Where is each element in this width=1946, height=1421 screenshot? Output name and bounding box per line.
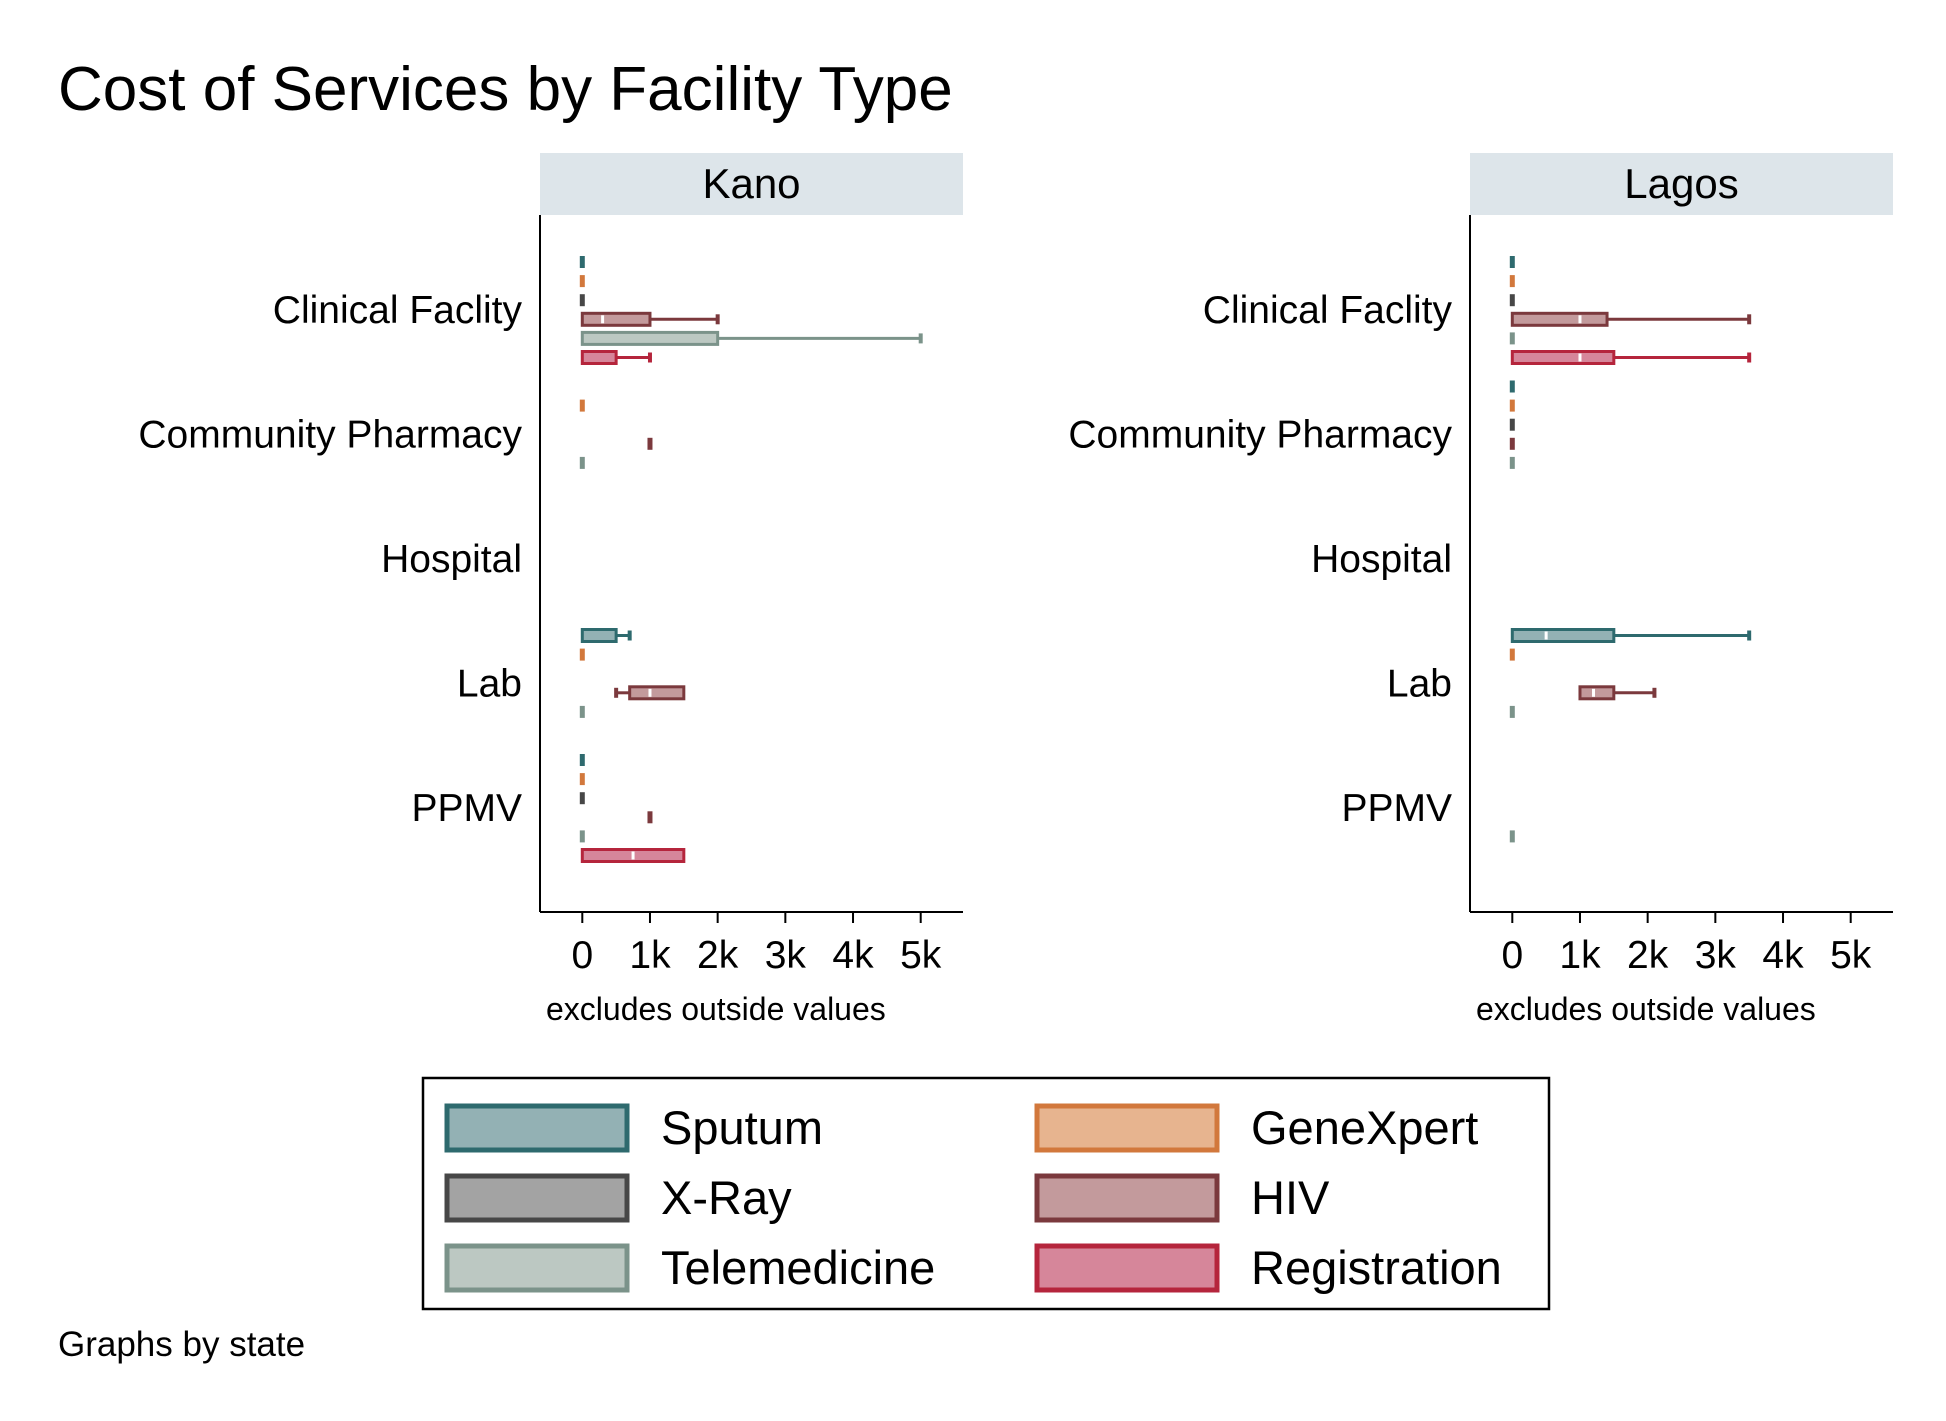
legend-label-registration: Registration — [1251, 1241, 1502, 1294]
category-label-hospital: Hospital — [1311, 538, 1452, 581]
x-tick-label: 0 — [571, 934, 593, 977]
box-registration-clinical-faclity — [1510, 350, 1752, 365]
x-tick-label: 4k — [832, 934, 874, 977]
category-label-ppmv: PPMV — [411, 787, 522, 830]
category-label-hospital: Hospital — [381, 538, 522, 581]
box-iqr — [1510, 350, 1616, 365]
x-tick-label: 1k — [629, 934, 671, 977]
legend-item-sputum: Sputum — [444, 1101, 823, 1154]
category-label-community-pharmacy: Community Pharmacy — [138, 413, 522, 456]
legend-item-genexpert: GeneXpert — [1034, 1101, 1478, 1154]
chart-note: Graphs by state — [58, 1325, 305, 1364]
x-tick-label: 1k — [1559, 934, 1601, 977]
box-iqr — [1578, 685, 1616, 701]
box-sputum-lab — [1510, 628, 1752, 643]
x-tick-label: 2k — [1627, 934, 1669, 977]
legend-swatch-sputum — [444, 1103, 630, 1153]
panels-layer: Kano 0 1k 2k 3k 4k 5k excludes outside values Cl… — [138, 153, 1893, 1027]
category-label-clinical-faclity: Clinical Faclity — [1203, 289, 1453, 332]
legend-label-x-ray: X-Ray — [661, 1171, 792, 1224]
box-iqr — [580, 350, 618, 365]
category-label-clinical-faclity: Clinical Faclity — [273, 289, 523, 332]
box-hiv-clinical-faclity — [580, 311, 720, 327]
box-registration-ppmv — [580, 848, 686, 863]
axis-note: excludes outside values — [546, 991, 886, 1027]
axis-note: excludes outside values — [1476, 991, 1816, 1027]
legend-swatch-hiv — [1034, 1173, 1220, 1223]
legend-item-hiv: HIV — [1034, 1171, 1330, 1224]
legend-label-genexpert: GeneXpert — [1251, 1101, 1478, 1154]
box-sputum-lab — [580, 628, 632, 643]
box-iqr — [1510, 628, 1616, 643]
box-iqr — [580, 628, 618, 643]
panel-header-lagos — [1470, 153, 1893, 215]
box-hiv-clinical-faclity — [1510, 311, 1752, 327]
legend-item-x-ray: X-Ray — [444, 1171, 792, 1224]
panel-title-kano: Kano — [702, 160, 800, 207]
category-label-lab: Lab — [1387, 662, 1452, 705]
legend-label-sputum: Sputum — [661, 1101, 823, 1154]
x-tick-label: 5k — [1830, 934, 1872, 977]
box-iqr — [1510, 311, 1609, 327]
legend-swatch-telemedicine — [444, 1243, 630, 1293]
box-iqr — [580, 330, 720, 346]
category-label-community-pharmacy: Community Pharmacy — [1068, 413, 1452, 456]
legend-label-telemedicine: Telemedicine — [661, 1241, 935, 1294]
legend-label-hiv: HIV — [1251, 1171, 1330, 1224]
legend-item-registration: Registration — [1034, 1241, 1502, 1294]
x-tick-label: 4k — [1762, 934, 1804, 977]
box-telemedicine-clinical-faclity — [580, 330, 923, 346]
box-registration-clinical-faclity — [580, 350, 652, 365]
legend-swatch-registration — [1034, 1243, 1220, 1293]
legend-item-telemedicine: Telemedicine — [444, 1241, 935, 1294]
box-hiv-lab — [614, 685, 686, 701]
panel-lagos: Lagos 0 1k 2k 3k 4k 5k excludes outside values C… — [1068, 153, 1893, 1027]
panel-kano: Kano 0 1k 2k 3k 4k 5k excludes outside values Cl… — [138, 153, 963, 1027]
category-label-ppmv: PPMV — [1341, 787, 1452, 830]
x-tick-label: 3k — [1695, 934, 1737, 977]
box-iqr — [628, 685, 686, 701]
chart-title: Cost of Services by Facility Type — [58, 55, 953, 124]
x-tick-label: 2k — [697, 934, 739, 977]
panel-header-kano — [540, 153, 963, 215]
x-tick-label: 5k — [900, 934, 942, 977]
legend: Sputum GeneXpert X-Ray HIV Telemedicine Regis… — [421, 1076, 1551, 1311]
x-tick-label: 0 — [1501, 934, 1523, 977]
box-hiv-lab — [1578, 685, 1657, 701]
x-tick-label: 3k — [765, 934, 807, 977]
box-iqr — [580, 311, 652, 327]
legend-swatch-x-ray — [444, 1173, 630, 1223]
panel-title-lagos: Lagos — [1624, 160, 1738, 207]
category-label-lab: Lab — [457, 662, 522, 705]
legend-swatch-genexpert — [1034, 1103, 1220, 1153]
